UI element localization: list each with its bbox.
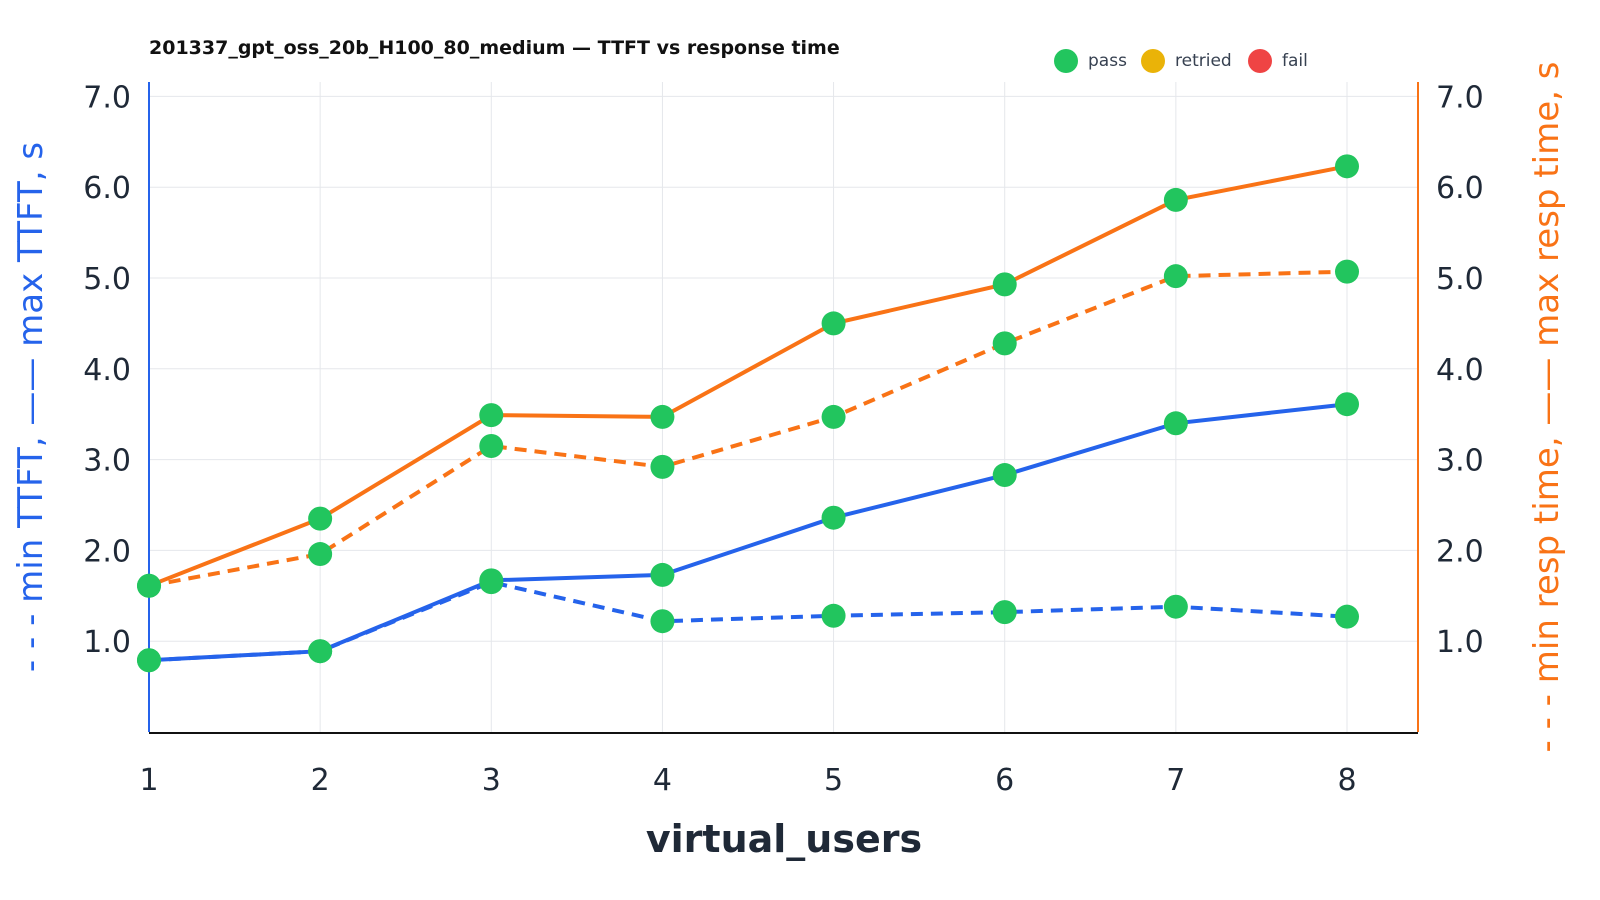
data-point	[308, 506, 333, 531]
legend-marker-pass	[1054, 49, 1078, 73]
x-tick-label: 8	[1337, 763, 1356, 798]
series-line-left-dashed	[148, 580, 1348, 663]
data-point	[1163, 264, 1188, 289]
x-tick-label: 1	[139, 763, 158, 798]
data-point	[308, 542, 333, 567]
data-point	[821, 603, 846, 628]
data-point	[821, 311, 846, 336]
data-point	[992, 331, 1017, 356]
series-line-right-dashed	[148, 269, 1348, 588]
x-tick-label: 3	[482, 763, 501, 798]
series-lines	[148, 164, 1348, 663]
x-tick-label: 6	[995, 763, 1014, 798]
data-point	[992, 463, 1017, 488]
right-y-tick-label: 3.0	[1436, 444, 1484, 479]
data-point	[137, 573, 161, 598]
data-point	[479, 433, 504, 458]
right-y-tick-label: 7.0	[1436, 80, 1484, 115]
left-y-tick-label: 7.0	[83, 80, 131, 115]
right-y-tick-label: 2.0	[1436, 534, 1484, 569]
data-point	[821, 505, 846, 530]
data-point	[1335, 604, 1359, 629]
data-point	[479, 570, 504, 595]
left-y-tick-label: 2.0	[83, 534, 131, 569]
data-point	[479, 403, 504, 428]
legend: pass retried fail	[1054, 49, 1308, 73]
data-point	[821, 404, 846, 429]
right-y-tick-label: 4.0	[1436, 353, 1484, 388]
left-y-tick-label: 4.0	[83, 353, 131, 388]
data-point	[650, 562, 675, 587]
x-tick-label: 2	[311, 763, 330, 798]
chart-title: 201337_gpt_oss_20b_H100_80_medium — TTFT…	[149, 37, 840, 59]
x-tick-label: 7	[1166, 763, 1185, 798]
right-axis-label: - - - min resp time, —— max resp time, s	[1527, 62, 1567, 753]
data-point	[137, 648, 161, 673]
left-y-tick-label: 3.0	[83, 444, 131, 479]
right-y-tick-label: 1.0	[1436, 625, 1484, 660]
legend-marker-retried	[1141, 49, 1165, 73]
legend-label-fail: fail	[1282, 51, 1308, 71]
right-y-tick-label: 5.0	[1436, 262, 1484, 297]
data-point	[1163, 594, 1188, 619]
grid	[148, 82, 1418, 732]
data-point	[1163, 187, 1188, 212]
x-tick-label: 4	[653, 763, 672, 798]
x-axis-label: virtual_users	[646, 817, 922, 861]
data-point	[992, 600, 1017, 625]
axes: 1 2 3 4 5 6 7 8 1.0 1.0 2.0 2.0 3.0 3.0 4.0 4.0 5.0 5.0 6.…	[83, 80, 1483, 798]
left-y-tick-label: 1.0	[83, 625, 131, 660]
data-point	[650, 454, 675, 479]
data-point	[1163, 411, 1188, 436]
data-point	[992, 272, 1017, 297]
series-line-right-solid	[148, 164, 1348, 588]
data-point	[650, 609, 675, 634]
x-tick-label: 5	[824, 763, 843, 798]
left-y-tick-label: 6.0	[83, 171, 131, 206]
data-points	[137, 154, 1359, 673]
legend-marker-fail	[1248, 49, 1272, 73]
legend-label-retried: retried	[1175, 51, 1232, 71]
data-point	[308, 639, 333, 664]
left-y-tick-label: 5.0	[83, 262, 131, 297]
right-y-tick-label: 6.0	[1436, 171, 1484, 206]
legend-label-pass: pass	[1088, 51, 1127, 71]
data-point	[650, 404, 675, 429]
data-point	[1335, 392, 1359, 417]
data-point	[1335, 259, 1359, 284]
data-point	[1335, 154, 1359, 179]
left-axis-label: - - - min TTFT, —— max TTFT, s	[11, 142, 51, 672]
series-line-left-solid	[148, 402, 1348, 663]
